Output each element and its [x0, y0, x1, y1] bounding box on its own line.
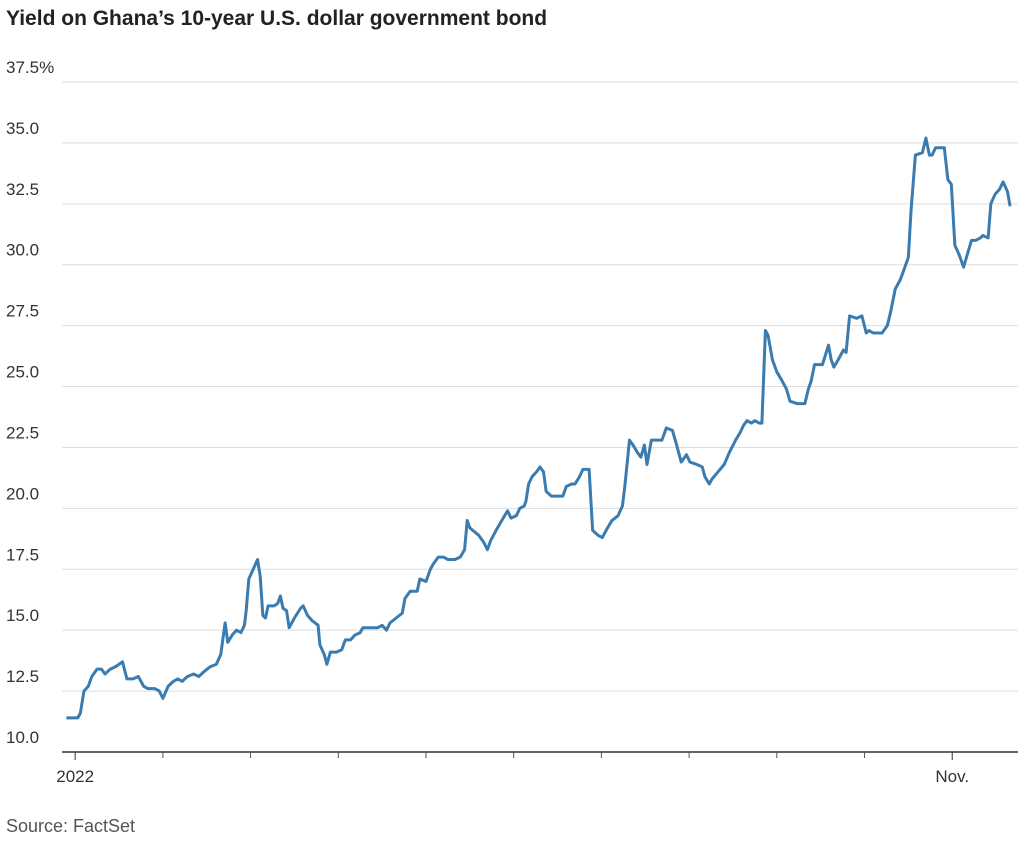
- y-tick-label: 27.5: [6, 302, 39, 321]
- y-tick-label: 32.5: [6, 180, 39, 199]
- y-tick-label: 15.0: [6, 606, 39, 625]
- y-tick-label: 35.0: [6, 119, 39, 138]
- source-note: Source: FactSet: [6, 816, 135, 836]
- chart-title: Yield on Ghana’s 10-year U.S. dollar gov…: [6, 7, 547, 30]
- x-tick-label: Nov.: [935, 767, 969, 786]
- x-tick-label: 2022: [56, 767, 94, 786]
- y-tick-label: 25.0: [6, 363, 39, 382]
- y-tick-label: 17.5: [6, 545, 39, 564]
- y-tick-label: 22.5: [6, 423, 39, 442]
- y-tick-label: 12.5: [6, 667, 39, 686]
- y-tick-label: 20.0: [6, 484, 39, 503]
- data-line: [66, 136, 1012, 720]
- y-tick-label: 30.0: [6, 241, 39, 260]
- y-tick-label: 10.0: [6, 728, 39, 747]
- y-tick-label: 37.5%: [6, 58, 54, 77]
